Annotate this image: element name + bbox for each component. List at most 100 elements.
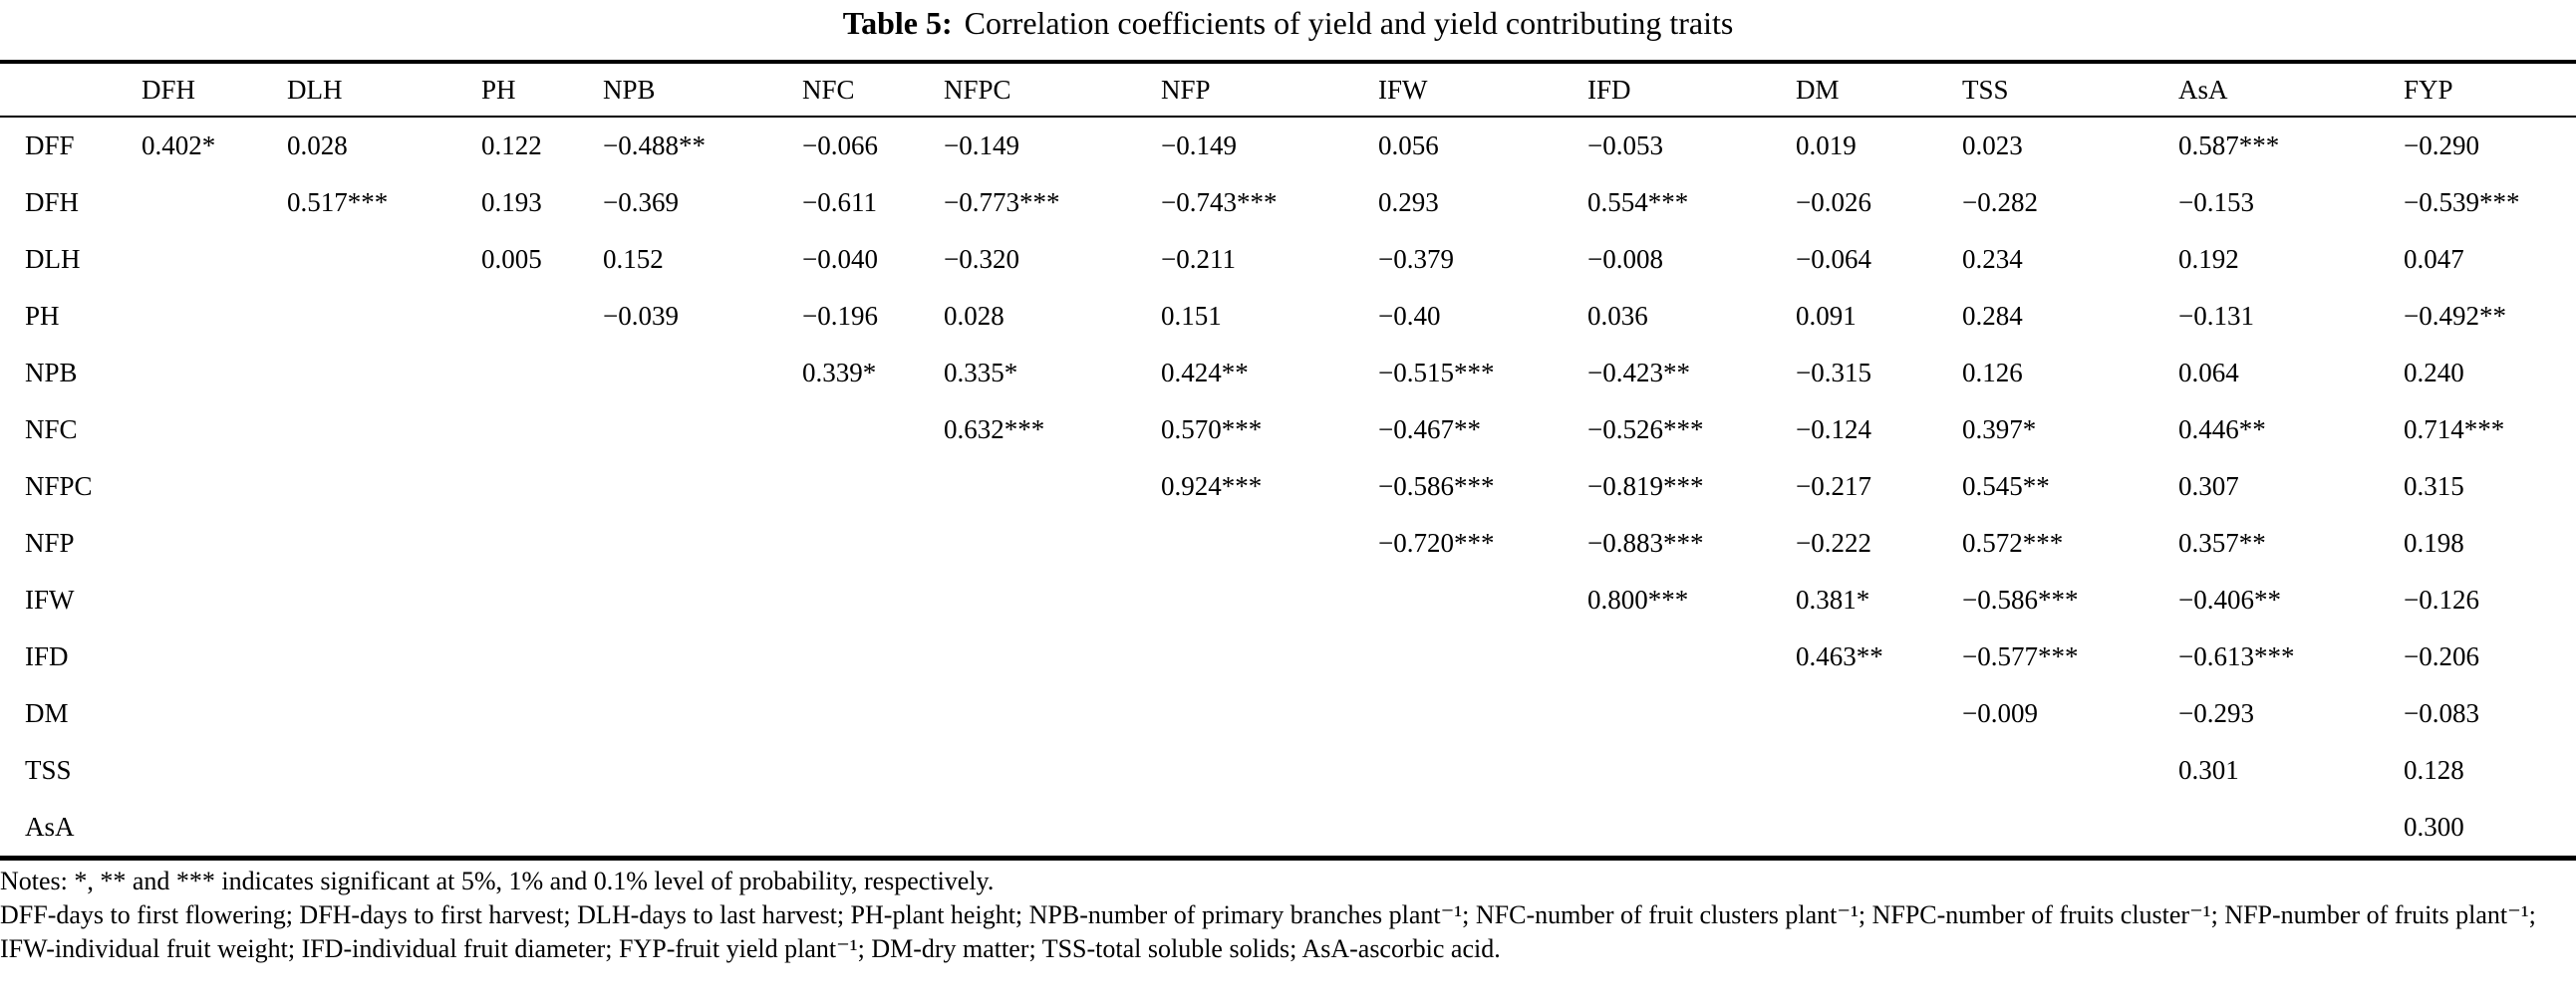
correlation-cell: −0.883***	[1587, 528, 1704, 558]
column-header-dfh: DFH	[142, 74, 196, 105]
row-header-nfpc: NFPC	[25, 471, 93, 501]
correlation-cell	[142, 288, 287, 345]
correlation-cell: −0.515***	[1378, 358, 1495, 387]
correlation-cell: 0.005	[481, 244, 542, 274]
correlation-cell	[1378, 799, 1587, 859]
correlation-cell	[1962, 799, 2178, 859]
row-header-dfh: DFH	[25, 187, 80, 217]
correlation-cell	[1161, 572, 1378, 628]
correlation-cell: 0.714***	[2404, 414, 2505, 444]
correlation-cell: −0.320	[944, 244, 1019, 274]
row-header-ifw: IFW	[25, 585, 75, 615]
correlation-table: DFH DLH PH NPB NFC NFPC NFP IFW IFD DM TSS AsA FYP D…	[0, 60, 2576, 861]
correlation-cell	[142, 345, 287, 401]
table-title-number: Table 5:	[842, 5, 953, 41]
correlation-cell	[287, 799, 481, 859]
correlation-cell	[603, 401, 802, 458]
correlation-cell	[287, 345, 481, 401]
correlation-cell	[481, 799, 603, 859]
correlation-cell: 0.056	[1378, 130, 1439, 160]
correlation-cell: −0.488**	[603, 130, 706, 160]
column-header-tss: TSS	[1962, 74, 2009, 105]
table-title-text: Correlation coefficients of yield and yi…	[964, 5, 1734, 41]
row-header-ph: PH	[25, 301, 60, 331]
significance-note: Notes: *, ** and *** indicates significa…	[0, 867, 995, 895]
correlation-cell	[142, 628, 287, 685]
correlation-cell	[603, 515, 802, 572]
correlation-cell	[481, 401, 603, 458]
correlation-cell: −0.369	[603, 187, 679, 217]
table-row: IFW 0.800*** 0.381* −0.586*** −0.406** −0.126	[0, 572, 2576, 628]
correlation-cell	[603, 628, 802, 685]
correlation-cell: −0.379	[1378, 244, 1454, 274]
correlation-cell	[142, 401, 287, 458]
correlation-cell	[944, 685, 1161, 742]
correlation-cell: −0.539***	[2404, 187, 2520, 217]
correlation-cell: −0.206	[2404, 641, 2479, 671]
correlation-cell	[603, 685, 802, 742]
correlation-cell	[142, 742, 287, 799]
correlation-cell	[287, 572, 481, 628]
correlation-cell: −0.149	[1161, 130, 1237, 160]
correlation-cell: −0.053	[1587, 130, 1663, 160]
header-row: DFH DLH PH NPB NFC NFPC NFP IFW IFD DM TSS AsA FYP	[0, 62, 2576, 117]
correlation-table-body: DFF 0.402* 0.028 0.122 −0.488** −0.066 −0.149 −…	[0, 117, 2576, 859]
correlation-cell	[944, 572, 1161, 628]
correlation-cell: −0.526***	[1587, 414, 1704, 444]
correlation-cell: 0.517***	[287, 187, 389, 217]
correlation-cell: 0.122	[481, 130, 542, 160]
correlation-cell: 0.335*	[944, 358, 1018, 387]
correlation-cell	[142, 458, 287, 515]
correlation-cell	[142, 515, 287, 572]
row-header-dff: DFF	[25, 130, 75, 160]
correlation-cell: 0.128	[2404, 755, 2464, 785]
correlation-cell	[603, 799, 802, 859]
table-row: PH −0.039 −0.196 0.028 0.151 −0.40 0.036 0.091 0…	[0, 288, 2576, 345]
table-row: DFF 0.402* 0.028 0.122 −0.488** −0.066 −0.149 −…	[0, 117, 2576, 174]
correlation-cell: −0.009	[1962, 698, 2038, 728]
table-title: Table 5: Correlation coefficients of yiel…	[0, 0, 2576, 60]
correlation-cell: −0.315	[1796, 358, 1871, 387]
correlation-cell: −0.423**	[1587, 358, 1690, 387]
row-header-tss: TSS	[25, 755, 72, 785]
correlation-cell: −0.773***	[944, 187, 1060, 217]
correlation-cell	[1587, 799, 1796, 859]
correlation-cell	[287, 231, 481, 288]
correlation-cell	[287, 515, 481, 572]
correlation-cell: 0.424**	[1161, 358, 1249, 387]
correlation-cell	[481, 685, 603, 742]
correlation-cell: 0.284	[1962, 301, 2023, 331]
correlation-cell	[481, 742, 603, 799]
correlation-cell	[802, 742, 944, 799]
column-header-ifw: IFW	[1378, 74, 1428, 105]
correlation-cell	[802, 799, 944, 859]
correlation-cell: 0.240	[2404, 358, 2464, 387]
correlation-cell: −0.124	[1796, 414, 1871, 444]
correlation-cell: −0.131	[2178, 301, 2254, 331]
row-header-nfc: NFC	[25, 414, 78, 444]
correlation-cell: 0.924***	[1161, 471, 1263, 501]
correlation-cell: −0.40	[1378, 301, 1441, 331]
correlation-cell: −0.586***	[1962, 585, 2079, 615]
correlation-cell	[481, 628, 603, 685]
correlation-cell	[1587, 685, 1796, 742]
correlation-cell: −0.211	[1161, 244, 1236, 274]
row-header-nfp: NFP	[25, 528, 75, 558]
correlation-cell	[1962, 742, 2178, 799]
table-row: DLH 0.005 0.152 −0.040 −0.320 −0.211 −0.379 −0.…	[0, 231, 2576, 288]
correlation-cell	[802, 628, 944, 685]
correlation-cell: −0.819***	[1587, 471, 1704, 501]
correlation-cell: 0.446**	[2178, 414, 2266, 444]
correlation-cell	[603, 345, 802, 401]
correlation-cell: −0.282	[1962, 187, 2038, 217]
row-header-asa: AsA	[25, 812, 75, 842]
correlation-cell	[481, 515, 603, 572]
correlation-cell: −0.406**	[2178, 585, 2281, 615]
correlation-cell: −0.290	[2404, 130, 2479, 160]
table-row: AsA 0.300	[0, 799, 2576, 859]
correlation-cell: 0.047	[2404, 244, 2464, 274]
correlation-cell: 0.019	[1796, 130, 1857, 160]
correlation-cell: 0.315	[2404, 471, 2464, 501]
correlation-cell	[1161, 515, 1378, 572]
